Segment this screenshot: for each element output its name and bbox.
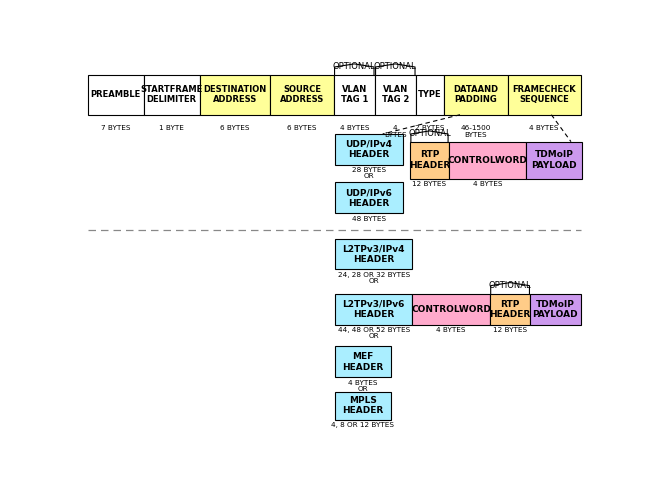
Text: STARTFRAME
DELIMITER: STARTFRAME DELIMITER bbox=[140, 85, 203, 104]
Text: 24, 28 OR 32 BYTES: 24, 28 OR 32 BYTES bbox=[338, 272, 410, 278]
Text: OPTIONAL: OPTIONAL bbox=[374, 62, 417, 71]
Bar bbox=[335, 134, 403, 165]
Text: MPLS
HEADER: MPLS HEADER bbox=[342, 396, 383, 415]
Text: TYPE: TYPE bbox=[418, 90, 442, 99]
Bar bbox=[335, 294, 413, 325]
Text: OPTIONAL: OPTIONAL bbox=[333, 62, 376, 71]
Text: 4, 8 OR 12 BYTES: 4, 8 OR 12 BYTES bbox=[331, 422, 394, 428]
Text: CONTROLWORD: CONTROLWORD bbox=[448, 156, 527, 165]
Text: L2TPv3/IPv4
HEADER: L2TPv3/IPv4 HEADER bbox=[342, 245, 405, 264]
Text: PREAMBLE: PREAMBLE bbox=[91, 90, 141, 99]
Text: TDMoIP
PAYLOAD: TDMoIP PAYLOAD bbox=[533, 300, 578, 319]
Text: MEF
HEADER: MEF HEADER bbox=[342, 352, 383, 371]
Text: VLAN
TAG 2: VLAN TAG 2 bbox=[381, 85, 409, 104]
Bar bbox=[271, 75, 334, 115]
Bar bbox=[413, 294, 490, 325]
Bar bbox=[335, 239, 413, 270]
Text: FRAMECHECK
SEQUENCE: FRAMECHECK SEQUENCE bbox=[512, 85, 576, 104]
Text: OPTIONAL: OPTIONAL bbox=[489, 281, 531, 290]
Text: OR: OR bbox=[364, 173, 374, 179]
Text: OPTIONAL: OPTIONAL bbox=[408, 129, 451, 138]
Text: DESTINATION
ADDRESS: DESTINATION ADDRESS bbox=[203, 85, 267, 104]
Text: CONTROLWORD: CONTROLWORD bbox=[411, 305, 491, 314]
Text: 12 BYTES: 12 BYTES bbox=[413, 181, 447, 187]
Text: 4 BYTES: 4 BYTES bbox=[436, 327, 466, 333]
Text: 48 BYTES: 48 BYTES bbox=[352, 215, 386, 222]
Text: 4
BYTES: 4 BYTES bbox=[384, 124, 407, 138]
Bar bbox=[410, 142, 449, 179]
Text: 6 BYTES: 6 BYTES bbox=[288, 124, 317, 131]
Text: 4 BYTES: 4 BYTES bbox=[529, 124, 559, 131]
Bar bbox=[335, 346, 391, 377]
Text: 6 BYTES: 6 BYTES bbox=[220, 124, 250, 131]
Bar bbox=[526, 142, 582, 179]
Text: OR: OR bbox=[368, 278, 379, 284]
Bar bbox=[490, 294, 530, 325]
Text: 4 BYTES: 4 BYTES bbox=[340, 124, 369, 131]
Bar bbox=[200, 75, 271, 115]
Text: 44, 48 OR 52 BYTES: 44, 48 OR 52 BYTES bbox=[338, 327, 410, 333]
Text: 12 BYTES: 12 BYTES bbox=[493, 327, 527, 333]
Bar bbox=[444, 75, 507, 115]
Bar bbox=[335, 182, 403, 213]
Text: OR: OR bbox=[357, 386, 368, 392]
Text: 4 BYTES: 4 BYTES bbox=[473, 181, 502, 187]
Bar bbox=[88, 75, 143, 115]
Text: UDP/IPv4
HEADER: UDP/IPv4 HEADER bbox=[346, 140, 393, 159]
Bar bbox=[143, 75, 200, 115]
Text: 1 BYTE: 1 BYTE bbox=[159, 124, 184, 131]
Text: RTP
HEADER: RTP HEADER bbox=[490, 300, 531, 319]
Text: VLAN
TAG 1: VLAN TAG 1 bbox=[340, 85, 368, 104]
Text: UDP/IPv6
HEADER: UDP/IPv6 HEADER bbox=[346, 188, 393, 207]
Bar bbox=[416, 75, 444, 115]
Bar bbox=[449, 142, 526, 179]
Text: RTP
HEADER: RTP HEADER bbox=[409, 151, 450, 170]
Bar bbox=[530, 294, 580, 325]
Text: DATAAND
PADDING: DATAAND PADDING bbox=[453, 85, 498, 104]
Text: 4 BYTES: 4 BYTES bbox=[348, 379, 378, 386]
Bar bbox=[334, 75, 375, 115]
Text: TDMoIP
PAYLOAD: TDMoIP PAYLOAD bbox=[531, 151, 577, 170]
Text: OR: OR bbox=[368, 333, 379, 339]
Text: 7 BYTES: 7 BYTES bbox=[101, 124, 130, 131]
Text: 28 BYTES: 28 BYTES bbox=[352, 167, 386, 173]
Text: L2TPv3/IPv6
HEADER: L2TPv3/IPv6 HEADER bbox=[342, 300, 405, 319]
Bar bbox=[507, 75, 580, 115]
Text: SOURCE
ADDRESS: SOURCE ADDRESS bbox=[280, 85, 324, 104]
Text: 46-1500
BYTES: 46-1500 BYTES bbox=[461, 124, 491, 138]
Text: 2 BYTES: 2 BYTES bbox=[415, 124, 445, 131]
Bar bbox=[335, 392, 391, 419]
Bar bbox=[375, 75, 416, 115]
